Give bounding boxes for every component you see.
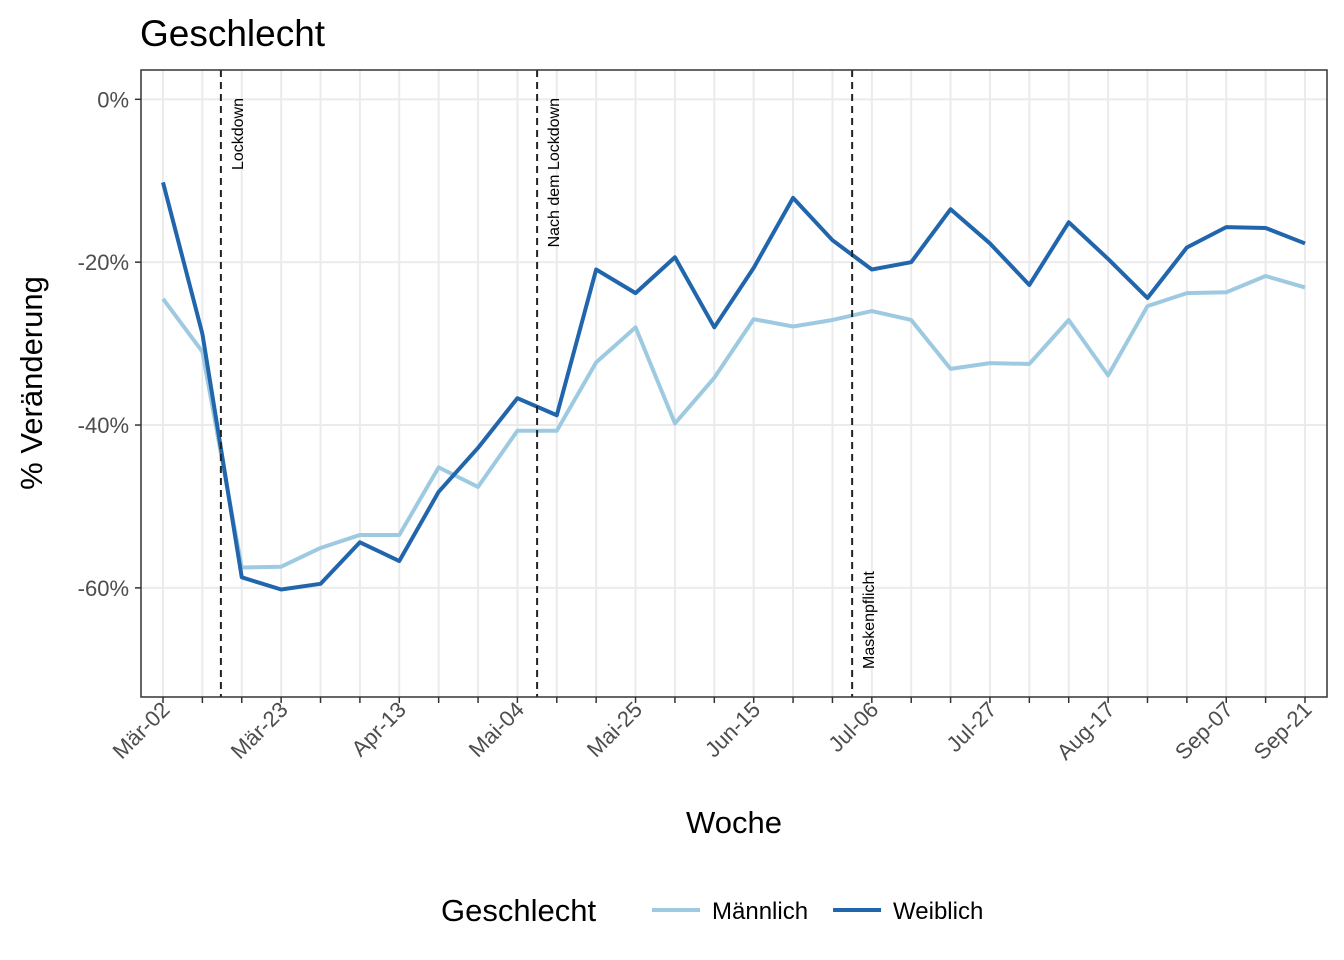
x-tick-label: Sep-07	[1170, 697, 1238, 765]
x-axis-label: Woche	[686, 805, 782, 840]
annotation-label: Maskenpflicht	[861, 571, 878, 669]
y-tick-label: -20%	[78, 250, 129, 275]
x-tick-label: Sep-21	[1249, 697, 1317, 765]
y-axis-label: % Veränderung	[14, 276, 49, 490]
x-tick-label: Jul-27	[941, 697, 1001, 757]
x-tick-label: Mai-04	[464, 697, 529, 762]
legend-label: Männlich	[712, 898, 808, 925]
x-tick-label: Mär-02	[108, 697, 175, 764]
annotation-label: Nach dem Lockdown	[546, 98, 563, 247]
legend-title: Geschlecht	[441, 893, 596, 928]
line-series	[161, 274, 1306, 570]
chart-title: Geschlecht	[140, 13, 326, 54]
x-tick-label: Mai-25	[582, 697, 647, 762]
x-tick-label: Jun-15	[700, 697, 765, 762]
legend-label: Weiblich	[893, 898, 983, 925]
panel-border	[140, 69, 1328, 698]
x-tick-label: Jul-06	[823, 697, 883, 757]
x-tick-label: Apr-13	[346, 697, 410, 761]
y-tick-label: -60%	[78, 576, 129, 601]
annotation-label: Lockdown	[230, 98, 247, 170]
y-tick-label: 0%	[97, 87, 129, 112]
y-tick-label: -40%	[78, 413, 129, 438]
x-tick-label: Mär-23	[226, 697, 293, 764]
line-series	[161, 181, 1306, 592]
x-tick-label: Aug-17	[1052, 697, 1120, 765]
